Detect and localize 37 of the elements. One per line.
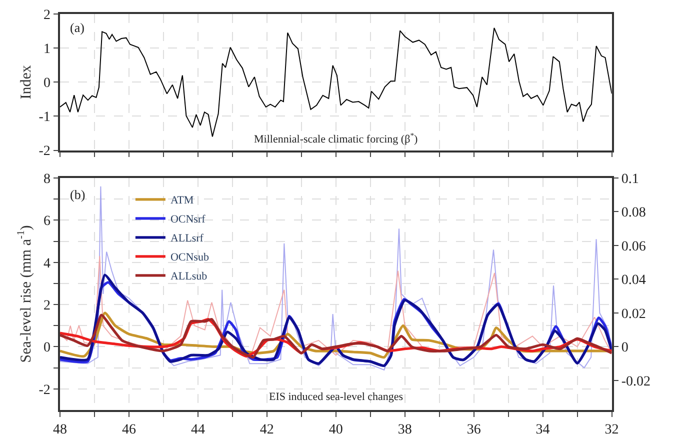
legend-label: ATM xyxy=(170,194,194,207)
x-tick-label: 38 xyxy=(398,422,412,438)
y2-tick-label: 0.1 xyxy=(621,172,639,187)
y-axis-title: Index xyxy=(18,64,35,100)
y-tick-label: -2 xyxy=(38,382,50,398)
annotation: (b) xyxy=(70,187,86,202)
y2-tick-label: 0.02 xyxy=(621,306,646,322)
y2-tick-label: 0.08 xyxy=(621,206,646,221)
y-tick-label: 2 xyxy=(43,8,50,23)
y-tick-label: 1 xyxy=(43,42,50,57)
y-tick-label: 0 xyxy=(43,76,50,92)
y-tick-label: 4 xyxy=(43,256,50,272)
y2-tick-label: -0.02 xyxy=(621,374,650,390)
legend-label: OCNsub xyxy=(170,252,210,264)
x-tick-label: 40 xyxy=(328,422,343,438)
y-tick-label: -1 xyxy=(38,110,50,126)
x-tick-label: 44 xyxy=(190,422,205,438)
x-tick-label: 36 xyxy=(466,422,481,438)
y2-tick-label: 0.04 xyxy=(621,273,646,288)
legend-label: ALLsrf xyxy=(170,232,204,245)
y-tick-label: -2 xyxy=(38,144,50,160)
y2-tick-label: 0.06 xyxy=(621,239,646,254)
legend-label: ALLsub xyxy=(170,270,208,283)
legend-label: OCNsrf xyxy=(170,214,206,226)
y-tick-label: 8 xyxy=(43,172,50,187)
x-tick-label: 42 xyxy=(260,422,274,438)
x-tick-label: 46 xyxy=(122,422,136,438)
y-tick-label: 0 xyxy=(43,340,50,356)
annotation: Millennial-scale climatic forcing (β$^{*}$) xyxy=(254,131,418,146)
annotation: (a) xyxy=(70,20,84,35)
y-tick-label: 2 xyxy=(43,298,50,314)
x-tick-label: 32 xyxy=(604,422,619,438)
y2-tick-label: 0 xyxy=(621,340,628,356)
x-tick-label: 48 xyxy=(53,422,67,438)
y-tick-label: 6 xyxy=(43,214,50,230)
annotation: EIS induced sea-level changes xyxy=(269,391,404,403)
x-tick-label: 34 xyxy=(536,422,550,438)
